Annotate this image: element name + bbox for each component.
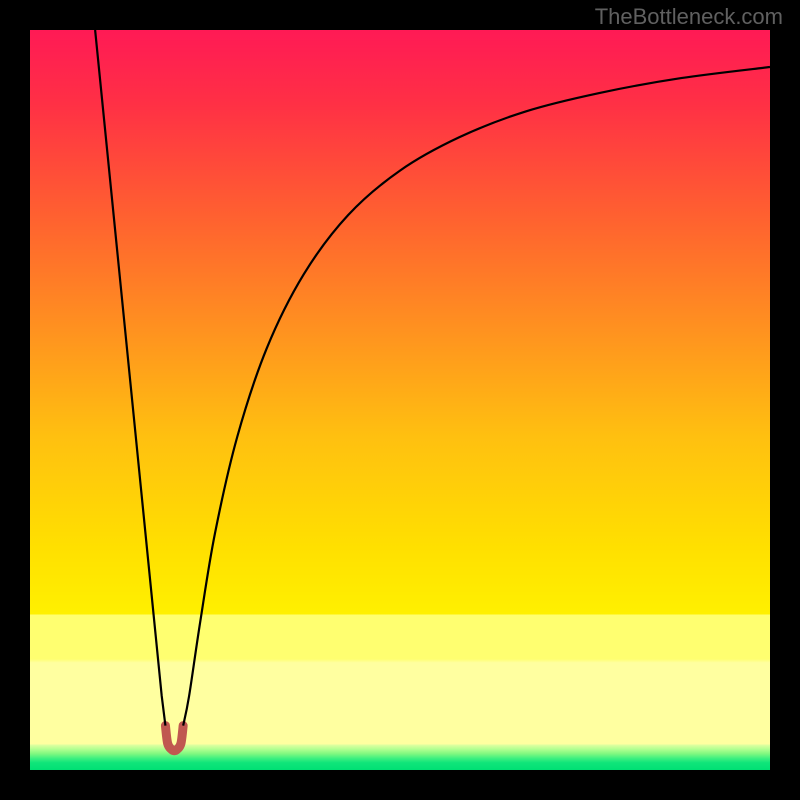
plot-area <box>30 30 770 770</box>
chart-svg <box>30 30 770 770</box>
watermark-text: TheBottleneck.com <box>595 4 783 30</box>
gradient-background <box>30 30 770 770</box>
chart-container: TheBottleneck.com <box>0 0 800 800</box>
